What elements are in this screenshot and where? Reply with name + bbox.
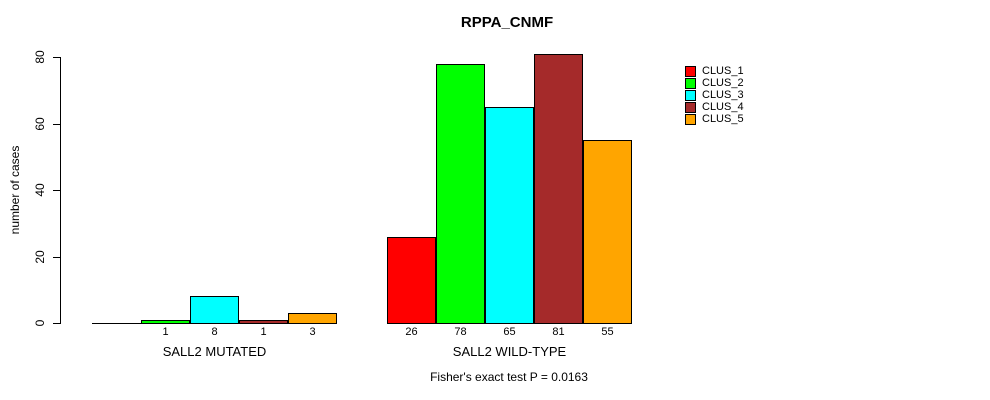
bar-value-label: 81 xyxy=(552,326,565,338)
group-baseline xyxy=(387,323,632,324)
group-label: SALL2 WILD-TYPE xyxy=(452,344,567,359)
bar-value-label: 78 xyxy=(454,326,467,338)
bar-CLUS_1 xyxy=(387,236,436,323)
bar-CLUS_4 xyxy=(534,53,583,323)
y-tick-label: 20 xyxy=(33,249,47,264)
legend-swatch-CLUS_1 xyxy=(685,66,696,77)
legend-swatch-CLUS_2 xyxy=(685,78,696,89)
legend-label: CLUS_2 xyxy=(702,77,744,89)
legend-label: CLUS_4 xyxy=(702,101,744,113)
y-tick xyxy=(53,256,60,258)
bar-CLUS_2 xyxy=(436,63,485,323)
group-label: SALL2 MUTATED xyxy=(162,344,267,359)
stat-annotation: Fisher's exact test P = 0.0163 xyxy=(430,370,588,384)
bar-value-label: 1 xyxy=(260,326,267,338)
y-tick-label: 80 xyxy=(33,50,47,64)
y-tick xyxy=(53,123,60,125)
legend-label: CLUS_5 xyxy=(702,113,744,125)
y-tick-label: 0 xyxy=(33,319,47,327)
bar-CLUS_2 xyxy=(141,319,190,323)
bar-value-label: 3 xyxy=(309,326,316,338)
legend-label: CLUS_3 xyxy=(702,89,744,101)
legend-swatch-CLUS_5 xyxy=(685,114,696,125)
bar-CLUS_3 xyxy=(485,106,534,323)
y-tick-label: 60 xyxy=(33,116,47,131)
bar-value-label: 55 xyxy=(601,326,614,338)
bar-value-label: 65 xyxy=(503,326,516,338)
bar-CLUS_3 xyxy=(190,296,239,323)
bar-value-label: 26 xyxy=(405,326,418,338)
chart-title: RPPA_CNMF xyxy=(460,14,554,31)
y-tick xyxy=(53,57,60,58)
y-tick xyxy=(53,323,60,324)
y-axis-line xyxy=(60,57,61,324)
group-baseline xyxy=(92,323,337,324)
y-tick xyxy=(53,190,60,191)
bar-CLUS_4 xyxy=(239,319,288,323)
bar-CLUS_5 xyxy=(583,140,632,323)
y-axis-label: number of cases xyxy=(8,145,22,235)
bar-value-label: 8 xyxy=(211,326,218,338)
legend-swatch-CLUS_4 xyxy=(685,102,696,113)
y-tick-label: 40 xyxy=(33,183,47,197)
bar-value-label: 1 xyxy=(162,326,169,338)
bar-CLUS_5 xyxy=(288,313,337,323)
legend-swatch-CLUS_3 xyxy=(685,90,696,101)
legend-label: CLUS_1 xyxy=(702,65,744,77)
